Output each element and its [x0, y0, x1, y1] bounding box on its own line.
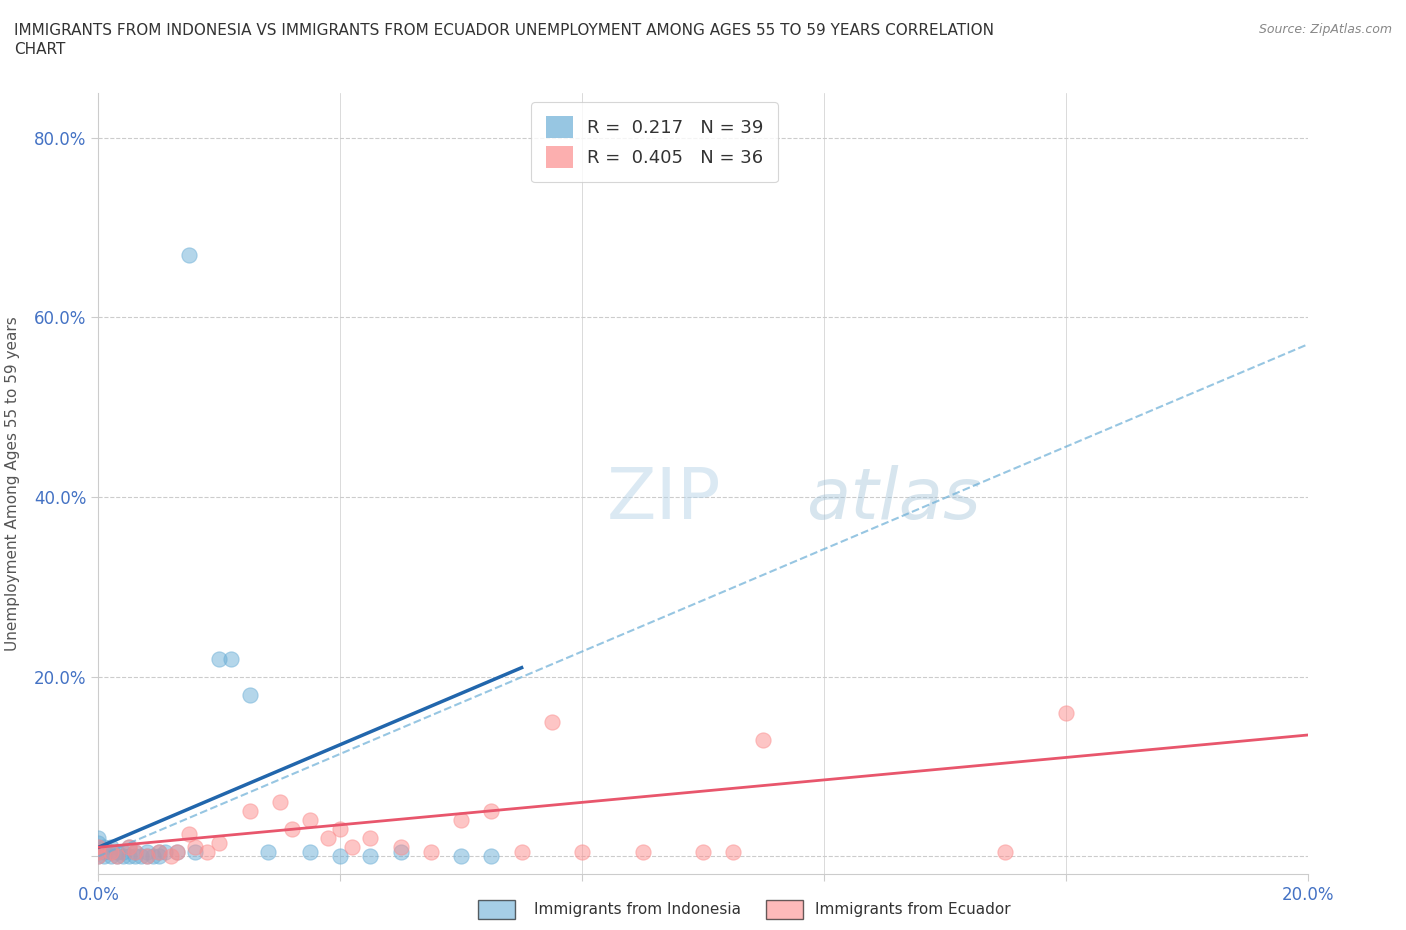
- Point: [571, 844, 593, 859]
- Point: [148, 849, 170, 864]
- Point: [118, 840, 141, 855]
- Point: [124, 849, 146, 864]
- Point: [723, 844, 745, 859]
- Point: [420, 844, 443, 859]
- Legend: R =  0.217   N = 39, R =  0.405   N = 36: R = 0.217 N = 39, R = 0.405 N = 36: [531, 102, 778, 182]
- Point: [329, 849, 352, 864]
- Point: [329, 822, 352, 837]
- Point: [166, 844, 188, 859]
- Point: [631, 844, 654, 859]
- Point: [160, 849, 183, 864]
- Point: [148, 844, 170, 859]
- Point: [124, 844, 146, 859]
- Point: [360, 849, 382, 864]
- Point: [450, 849, 472, 864]
- Point: [153, 844, 176, 859]
- Point: [111, 849, 134, 864]
- Point: [239, 804, 262, 818]
- Point: [135, 849, 157, 864]
- Text: atlas: atlas: [806, 465, 980, 534]
- Point: [221, 651, 243, 666]
- Point: [1054, 705, 1077, 720]
- Point: [208, 651, 231, 666]
- Point: [316, 830, 339, 845]
- Point: [100, 844, 122, 859]
- Point: [166, 844, 188, 859]
- Point: [148, 844, 170, 859]
- Point: [481, 849, 503, 864]
- Text: IMMIGRANTS FROM INDONESIA VS IMMIGRANTS FROM ECUADOR UNEMPLOYMENT AMONG AGES 55 : IMMIGRANTS FROM INDONESIA VS IMMIGRANTS …: [14, 23, 994, 38]
- Point: [118, 840, 141, 855]
- Point: [87, 830, 110, 845]
- Point: [87, 840, 110, 855]
- Point: [281, 822, 304, 837]
- Point: [540, 714, 562, 729]
- Point: [692, 844, 714, 859]
- Point: [195, 844, 218, 859]
- Point: [135, 844, 157, 859]
- Point: [100, 844, 122, 859]
- Point: [239, 687, 262, 702]
- Point: [450, 813, 472, 828]
- Point: [87, 844, 110, 859]
- Point: [87, 840, 110, 855]
- Text: Immigrants from Ecuador: Immigrants from Ecuador: [815, 902, 1011, 917]
- Point: [179, 247, 201, 262]
- Point: [184, 840, 207, 855]
- Point: [994, 844, 1017, 859]
- Point: [752, 732, 775, 747]
- Point: [208, 835, 231, 850]
- Point: [142, 849, 165, 864]
- Text: Immigrants from Indonesia: Immigrants from Indonesia: [534, 902, 741, 917]
- Point: [105, 849, 128, 864]
- Point: [389, 844, 412, 859]
- Point: [100, 840, 122, 855]
- Point: [135, 849, 157, 864]
- Text: CHART: CHART: [14, 42, 66, 57]
- Point: [389, 840, 412, 855]
- Point: [93, 844, 115, 859]
- Point: [269, 795, 291, 810]
- Point: [87, 835, 110, 850]
- Point: [93, 840, 115, 855]
- Point: [105, 849, 128, 864]
- Point: [87, 844, 110, 859]
- Point: [87, 849, 110, 864]
- Point: [105, 844, 128, 859]
- Point: [118, 849, 141, 864]
- Point: [299, 844, 322, 859]
- Point: [87, 849, 110, 864]
- Point: [256, 844, 278, 859]
- Point: [510, 844, 533, 859]
- Point: [111, 844, 134, 859]
- Point: [93, 849, 115, 864]
- Text: Source: ZipAtlas.com: Source: ZipAtlas.com: [1258, 23, 1392, 36]
- Y-axis label: Unemployment Among Ages 55 to 59 years: Unemployment Among Ages 55 to 59 years: [6, 316, 20, 651]
- Point: [124, 844, 146, 859]
- Point: [179, 827, 201, 842]
- Point: [299, 813, 322, 828]
- Point: [360, 830, 382, 845]
- Point: [342, 840, 364, 855]
- Text: ZIP: ZIP: [606, 465, 721, 534]
- Point: [100, 849, 122, 864]
- Point: [481, 804, 503, 818]
- Point: [184, 844, 207, 859]
- Point: [129, 849, 152, 864]
